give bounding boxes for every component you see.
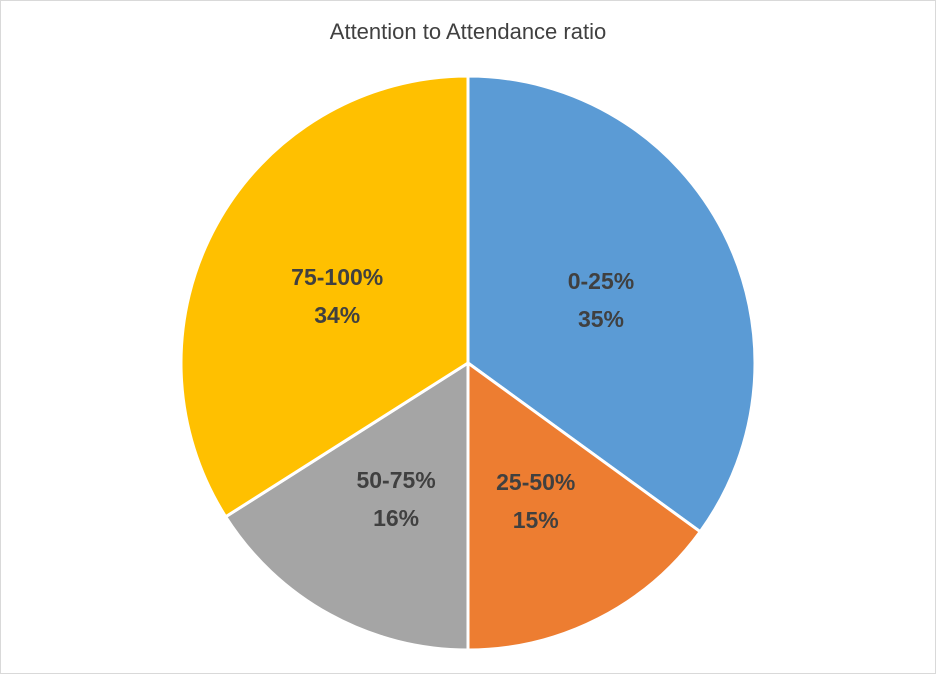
slice-percent-label: 34% (314, 302, 360, 328)
slice-category-label: 75-100% (291, 264, 383, 290)
pie-labels: 0-25% 35% 25-50% 15% 50-75% 16% 75-100% 34% (291, 264, 634, 533)
chart-title: Attention to Attendance ratio (329, 19, 607, 44)
pie-slice-0-25% (466, 74, 757, 534)
pie-slice-50-75% (224, 361, 470, 652)
pie-slices (179, 74, 757, 652)
slice-percent-label: 15% (513, 507, 559, 533)
pie-slice-25-50% (466, 361, 702, 652)
slice-percent-label: 16% (373, 505, 419, 531)
slice-category-label: 0-25% (568, 268, 634, 294)
pie-slice-75-100% (179, 74, 470, 519)
slice-percent-label: 35% (578, 306, 624, 332)
slice-category-label: 25-50% (496, 469, 575, 495)
slice-category-label: 50-75% (356, 467, 435, 493)
